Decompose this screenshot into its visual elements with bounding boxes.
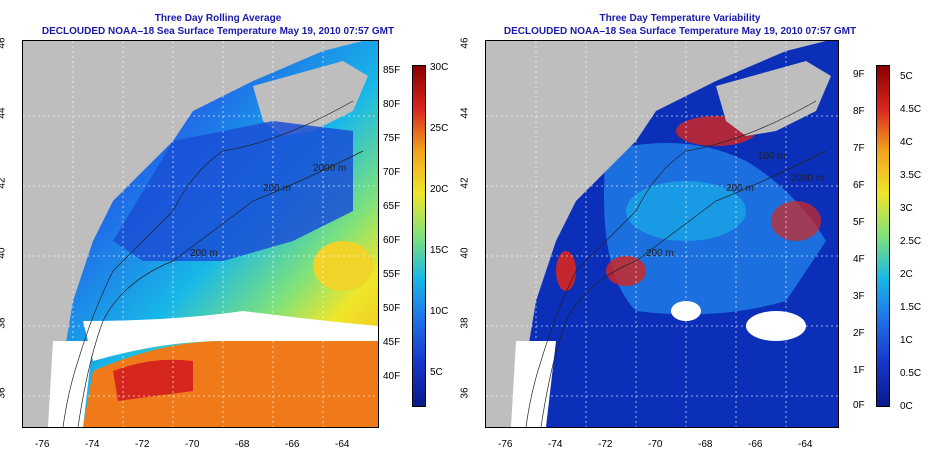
left-x-tick: -66 [285, 439, 300, 450]
right-x-tick: -76 [498, 439, 513, 450]
right-colorbar [876, 65, 890, 407]
contour-label-4: 200 m [646, 248, 674, 259]
cbar-c-tick: 1C [900, 335, 913, 346]
left-title: Three Day Rolling Average DECLOUDED NOAA… [18, 12, 418, 38]
left-x-tick: -64 [335, 439, 350, 450]
cbar-c-tick: 30C [430, 62, 449, 73]
contour-label-1: 100 m [758, 151, 786, 162]
cbar-f-tick: 0F [853, 400, 865, 411]
cbar-c-tick: 3C [900, 203, 913, 214]
variability-hotspot-3 [771, 201, 821, 241]
gulf-stream-core [113, 359, 193, 401]
cbar-f-tick: 55F [383, 269, 401, 280]
cbar-f-tick: 75F [383, 133, 401, 144]
cbar-f-tick: 5F [853, 217, 865, 228]
gulf-stream-warm [83, 327, 378, 427]
cbar-f-tick: 9F [853, 69, 865, 80]
right-map: 100 m 200 m 2000 m 200 m [485, 40, 839, 428]
lat-lon-grid [486, 41, 838, 427]
cbar-c-tick: 20C [430, 184, 449, 195]
cbar-f-tick: 70F [383, 167, 401, 178]
right-x-tick: -74 [548, 439, 563, 450]
left-colorbar [412, 65, 426, 407]
cbar-c-tick: 5C [430, 367, 443, 378]
cloud-band [83, 311, 378, 361]
right-x-tick: -68 [698, 439, 713, 450]
left-y-tick: 38 [0, 317, 8, 329]
cbar-f-tick: 40F [383, 371, 401, 382]
cbar-f-tick: 80F [383, 99, 401, 110]
cbar-f-tick: 8F [853, 106, 865, 117]
right-y-tick: 46 [459, 37, 471, 49]
left-x-tick: -68 [235, 439, 250, 450]
left-y-tick: 46 [0, 37, 8, 49]
right-y-tick: 42 [459, 177, 471, 189]
contour-label-2: 2000 m [313, 163, 346, 174]
cbar-f-tick: 85F [383, 65, 401, 76]
cbar-c-tick: 3.5C [900, 170, 922, 181]
left-y-tick: 40 [0, 247, 8, 259]
cbar-f-tick: 2F [853, 328, 865, 339]
cbar-f-tick: 65F [383, 201, 401, 212]
right-map-canvas: 100 m 200 m 2000 m 200 m [486, 41, 838, 427]
right-x-tick: -70 [648, 439, 663, 450]
right-y-tick: 40 [459, 247, 471, 259]
cbar-f-tick: 1F [853, 365, 865, 376]
left-title-line1: Three Day Rolling Average [154, 13, 282, 24]
right-x-tick: -72 [598, 439, 613, 450]
land-nova-scotia [253, 61, 368, 136]
cbar-c-tick: 15C [430, 245, 449, 256]
cbar-c-tick: 0C [900, 401, 913, 412]
contour-label-3: 2000 m [791, 173, 824, 184]
right-x-tick: -64 [798, 439, 813, 450]
cbar-c-tick: 4.5C [900, 104, 922, 115]
left-y-tick: 42 [0, 177, 8, 189]
cbar-c-tick: 4C [900, 137, 913, 148]
left-x-tick: -74 [85, 439, 100, 450]
left-x-tick: -76 [35, 439, 50, 450]
variability-hotspot-4 [556, 251, 576, 291]
cbar-f-tick: 60F [383, 235, 401, 246]
bathymetry-contours [525, 100, 827, 427]
cbar-c-tick: 2.5C [900, 236, 922, 247]
cbar-c-tick: 5C [900, 71, 913, 82]
left-y-tick: 36 [0, 387, 8, 399]
cbar-f-tick: 3F [853, 291, 865, 302]
left-title-line2: DECLOUDED NOAA–18 Sea Surface Temperatur… [41, 26, 395, 37]
contour-label-3: 200 m [263, 183, 291, 194]
right-y-tick: 44 [459, 107, 471, 119]
cbar-f-tick: 6F [853, 180, 865, 191]
cbar-f-tick: 4F [853, 254, 865, 265]
cbar-f-tick: 50F [383, 303, 401, 314]
contour-label-1: 200 m [190, 248, 218, 259]
warm-core-ring [313, 241, 373, 291]
cbar-c-tick: 10C [430, 306, 449, 317]
cbar-c-tick: 2C [900, 269, 913, 280]
lat-lon-grid [23, 41, 378, 427]
bathymetry-contours [62, 100, 364, 427]
left-map-canvas: 200 m 2000 m 200 m [23, 41, 378, 427]
left-x-tick: -70 [185, 439, 200, 450]
contour-label-2: 200 m [726, 183, 754, 194]
land-nova-scotia [716, 61, 831, 136]
cbar-c-tick: 1.5C [900, 302, 922, 313]
cbar-c-tick: 0.5C [900, 368, 922, 379]
left-y-tick: 44 [0, 107, 8, 119]
variability-hotspot-2 [606, 256, 646, 286]
right-title-line2: DECLOUDED NOAA–18 Sea Surface Temperatur… [503, 26, 857, 37]
land-mass [23, 41, 363, 427]
right-y-tick: 36 [459, 387, 471, 399]
right-title-line1: Three Day Temperature Variability [599, 13, 761, 24]
right-title: Three Day Temperature Variability DECLOU… [480, 12, 880, 38]
right-y-tick: 38 [459, 317, 471, 329]
right-x-tick: -66 [748, 439, 763, 450]
land-mass [486, 41, 826, 427]
cbar-f-tick: 7F [853, 143, 865, 154]
cbar-c-tick: 25C [430, 123, 449, 134]
left-map: 200 m 2000 m 200 m [22, 40, 379, 428]
cbar-f-tick: 45F [383, 337, 401, 348]
left-x-tick: -72 [135, 439, 150, 450]
